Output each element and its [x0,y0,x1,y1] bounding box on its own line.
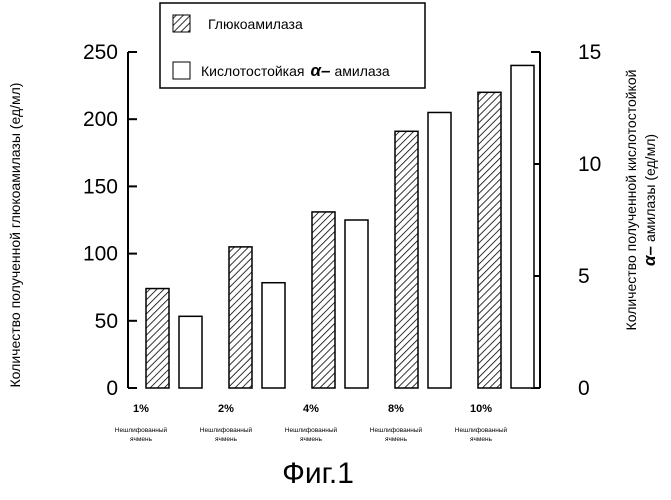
x-category-sublabel: Нешлифованный [455,426,508,434]
legend-entry-amylase: Кислотостойкая α–амилаза [201,61,390,80]
x-category-sublabel: ячмень [130,436,153,443]
bar-glucoamylase [312,212,335,388]
bar-acid-stable-amylase [345,220,368,388]
bar-acid-stable-amylase [428,112,451,388]
alpha-symbol: α– [310,61,331,80]
alpha-symbol: α– [640,245,659,266]
bars [146,65,534,388]
y-axis-left-title: Количество полученной глюкоамилазы (ед/м… [7,83,23,388]
legend-amylase-suffix: амилаза [334,63,389,79]
y-right-tick-label: 15 [578,41,601,64]
x-category-label: 4% [303,403,319,415]
legend-swatch-hatched [173,15,190,32]
figure-caption: Фиг.1 [282,457,354,490]
bar-acid-stable-amylase [262,283,285,388]
x-category-sublabel: ячмень [215,436,238,443]
y-axis-right-title-text: амилазы (ед/мл) [642,134,658,242]
x-category-sublabel: ячмень [385,436,408,443]
legend: Глюкоамилаза Кислотостойкая α–амилаза [160,3,425,88]
y-right-tick-label: 10 [578,153,601,176]
y-right-tick-label: 5 [578,265,590,288]
x-category-label: 1% [133,403,149,415]
y-axis-right-title-line1: Количество полученной кислотостойкой [623,70,639,331]
bar-acid-stable-amylase [179,316,202,388]
legend-swatch-open [173,62,190,79]
y-left-tick-label: 200 [83,108,118,131]
y-left-tick-label: 250 [83,41,118,64]
x-category-sublabel: Нешлифованный [370,426,423,434]
y-left-tick-label: 50 [95,310,118,333]
y-left-tick-label: 0 [106,377,118,400]
x-category-sublabel: Нешлифованный [115,426,168,434]
x-category-sublabel: ячмень [300,436,323,443]
x-category-label: 8% [388,403,404,415]
y-left-tick-label: 100 [83,243,118,266]
y-left-tick-label: 150 [83,175,118,198]
x-category-sublabel: ячмень [470,436,493,443]
bar-glucoamylase [229,247,252,388]
x-category-sublabel: Нешлифованный [285,426,338,434]
category-labels: 1% Нешлифованный ячмень 2% Нешлифованный ячме… [115,403,508,443]
y-right-tick-label: 0 [578,377,590,400]
bar-glucoamylase [146,289,169,388]
bar-glucoamylase [395,131,418,388]
legend-amylase-prefix: Кислотостойкая [201,63,304,79]
x-category-sublabel: Нешлифованный [200,426,253,434]
bar-glucoamylase [478,92,501,388]
y-axis-right-title-line2: α– амилазы (ед/мл) [640,134,659,266]
legend-entry-glucoamylase: Глюкоамилаза [208,16,303,32]
bar-acid-stable-amylase [511,65,534,388]
x-category-label: 2% [218,403,234,415]
x-category-label: 10% [470,403,492,415]
